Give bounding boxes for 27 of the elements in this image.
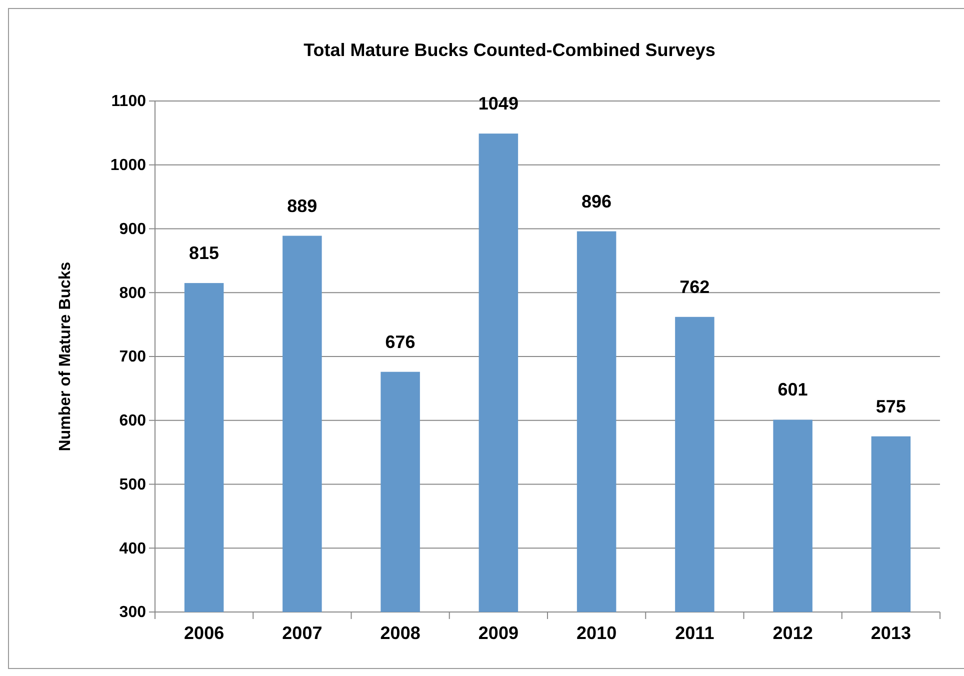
x-tick-label: 2010	[576, 622, 617, 643]
data-label: 676	[385, 332, 416, 352]
y-tick-label: 800	[119, 284, 146, 302]
x-tick-label: 2006	[184, 622, 224, 643]
x-tick-label: 2012	[772, 622, 813, 643]
chart-title: Total Mature Bucks Counted-Combined Surveys	[304, 40, 716, 60]
y-tick-label: 900	[119, 220, 146, 238]
x-tick-label: 2008	[380, 622, 420, 643]
y-tick-label: 700	[119, 348, 146, 366]
y-tick-label: 300	[119, 604, 146, 622]
x-tick-label: 2013	[870, 622, 911, 643]
data-label: 815	[189, 243, 220, 264]
y-tick-label: 1000	[110, 156, 146, 174]
data-label: 601	[778, 380, 808, 400]
y-axis-title: Number of Mature Bucks	[57, 262, 74, 452]
data-label: 575	[876, 396, 906, 416]
y-tick-label: 500	[119, 476, 146, 494]
y-tick-label: 400	[119, 540, 146, 558]
data-label: 1049	[478, 94, 518, 114]
data-label: 762	[680, 276, 710, 297]
x-tick-label: 2011	[675, 622, 714, 643]
data-label: 889	[287, 196, 318, 216]
x-tick-label: 2007	[282, 622, 322, 643]
y-tick-label: 600	[119, 412, 146, 430]
x-tick-label: 2009	[478, 622, 518, 643]
data-label: 896	[582, 191, 612, 212]
y-tick-label: 1100	[111, 93, 146, 110]
